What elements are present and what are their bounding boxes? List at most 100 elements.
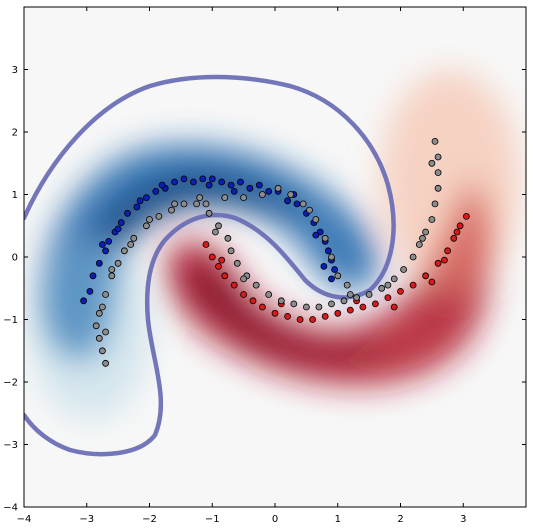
x-tick-label: −2 <box>142 514 157 525</box>
scatter-point-s0-13 <box>171 178 179 186</box>
scatter-point-s2-57 <box>328 253 335 261</box>
scatter-point-s0-34 <box>328 275 335 283</box>
y-tick-label: 3 <box>12 65 18 76</box>
scatter-point-s0-16 <box>199 175 207 183</box>
scatter-point-s2-33 <box>400 266 408 273</box>
scatter-point-s1-3 <box>221 272 229 280</box>
y-tick-label: 0 <box>12 253 18 264</box>
scatter-point-s0-1 <box>86 287 94 295</box>
scatter-point-s1-16 <box>371 300 379 308</box>
scatter-point-s2-48 <box>258 191 266 198</box>
scatter-point-s2-10 <box>142 222 150 230</box>
scatter-point-s1-26 <box>453 228 461 236</box>
scatter-point-s0-7 <box>117 219 125 227</box>
scatter-point-s2-22 <box>265 291 273 298</box>
scatter-point-s2-15 <box>205 209 213 217</box>
scatter-point-s2-5 <box>102 291 109 298</box>
scatter-point-s2-46 <box>287 191 295 198</box>
scatter-point-s2-8 <box>121 247 128 255</box>
scatter-point-s2-31 <box>378 284 386 292</box>
scatter-point-s0-42 <box>312 231 320 239</box>
x-tick-label: −4 <box>17 514 32 525</box>
scatter-point-s2-41 <box>434 153 442 161</box>
heatmap-blue-wash <box>30 240 150 420</box>
scatter-point-s2-53 <box>146 216 153 223</box>
y-tick-label: 2 <box>12 128 18 139</box>
scatter-point-s0-19 <box>227 181 235 189</box>
scatter-point-s1-19 <box>409 281 417 289</box>
scatter-point-s0-38 <box>158 181 166 189</box>
scatter-point-s2-49 <box>240 194 248 202</box>
scatter-point-s0-25 <box>284 197 292 205</box>
scatter-point-s2-52 <box>171 200 179 208</box>
scatter-point-s0-36 <box>114 225 122 233</box>
scatter-point-s1-23 <box>450 234 458 242</box>
scatter-point-s1-12 <box>321 312 329 320</box>
scatter-point-s1-10 <box>296 316 304 323</box>
scatter-point-s2-17 <box>224 234 232 242</box>
scatter-point-s0-26 <box>293 200 301 208</box>
scatter-point-s2-35 <box>415 241 423 248</box>
scatter-point-s1-24 <box>456 222 464 230</box>
scatter-point-s1-21 <box>434 259 442 267</box>
decision-boundary <box>24 74 396 457</box>
scatter-point-s0-21 <box>246 184 254 192</box>
scatter-point-s1-22 <box>444 247 452 255</box>
heatmap-blue-region <box>40 144 380 360</box>
scatter-point-s1-6 <box>249 297 257 305</box>
heatmap-red-wash <box>380 70 520 290</box>
scatter-point-s0-9 <box>133 203 141 211</box>
scatter-point-s2-2 <box>95 334 103 342</box>
scatter-point-s2-37 <box>428 216 436 223</box>
scatter-point-s0-8 <box>124 209 131 217</box>
y-tick-label: 1 <box>12 190 18 201</box>
scatter-point-s2-25 <box>302 303 310 311</box>
scatter-point-s2-1 <box>99 347 106 355</box>
scatter-point-s0-33 <box>331 266 339 273</box>
scatter-point-s2-59 <box>343 281 351 289</box>
scatter-point-s1-13 <box>334 309 342 317</box>
scatter-point-s2-0 <box>102 359 109 367</box>
scatter-point-s2-7 <box>114 259 122 267</box>
x-tick-label: 3 <box>460 514 466 525</box>
y-tick-label: −4 <box>3 503 18 514</box>
scatter-point-s0-37 <box>136 197 144 205</box>
scatter-point-s0-40 <box>230 187 238 195</box>
scatter-point-s2-24 <box>290 300 298 308</box>
scatter-point-s0-3 <box>95 259 103 267</box>
scatter-point-s2-63 <box>428 159 436 167</box>
scatter-point-s2-12 <box>168 206 175 214</box>
scatter-point-s2-30 <box>365 291 373 298</box>
scatter-point-s1-29 <box>218 256 226 264</box>
scatter-point-s1-27 <box>440 256 448 264</box>
scatter-point-s1-4 <box>230 281 238 289</box>
scatter-point-s1-2 <box>215 262 222 270</box>
decision-heatmap <box>24 70 520 457</box>
scatter-point-s2-36 <box>422 228 430 236</box>
scatter-point-s1-31 <box>390 303 398 311</box>
scatter-point-s2-19 <box>233 259 241 267</box>
scatter-point-s2-29 <box>353 294 361 302</box>
scatter-point-s2-40 <box>434 169 442 177</box>
scatter-point-s2-43 <box>321 234 329 242</box>
scatter-point-s2-44 <box>312 216 320 223</box>
scatter-point-s1-32 <box>428 278 436 286</box>
scatter-point-s2-26 <box>315 303 323 311</box>
scatter-point-s1-14 <box>346 306 354 314</box>
scatter-point-s2-16 <box>215 222 222 230</box>
scatter-point-s2-68 <box>384 281 392 289</box>
scatter-point-s2-62 <box>419 234 426 242</box>
x-tick-label: 0 <box>272 514 278 525</box>
scatter-point-s2-55 <box>108 266 116 273</box>
scatter-point-s0-2 <box>89 272 97 280</box>
scatter-point-s0-20 <box>237 178 244 186</box>
scatter-point-s2-11 <box>155 212 163 220</box>
scatter-point-s1-9 <box>284 312 292 320</box>
scatter-point-s1-0 <box>202 241 210 248</box>
scatter-point-s2-6 <box>108 272 116 280</box>
scatter-point-s2-14 <box>193 200 201 208</box>
scatter-point-s2-50 <box>221 194 229 202</box>
scatter-point-s2-65 <box>202 200 210 208</box>
axis-ticks <box>23 7 526 508</box>
